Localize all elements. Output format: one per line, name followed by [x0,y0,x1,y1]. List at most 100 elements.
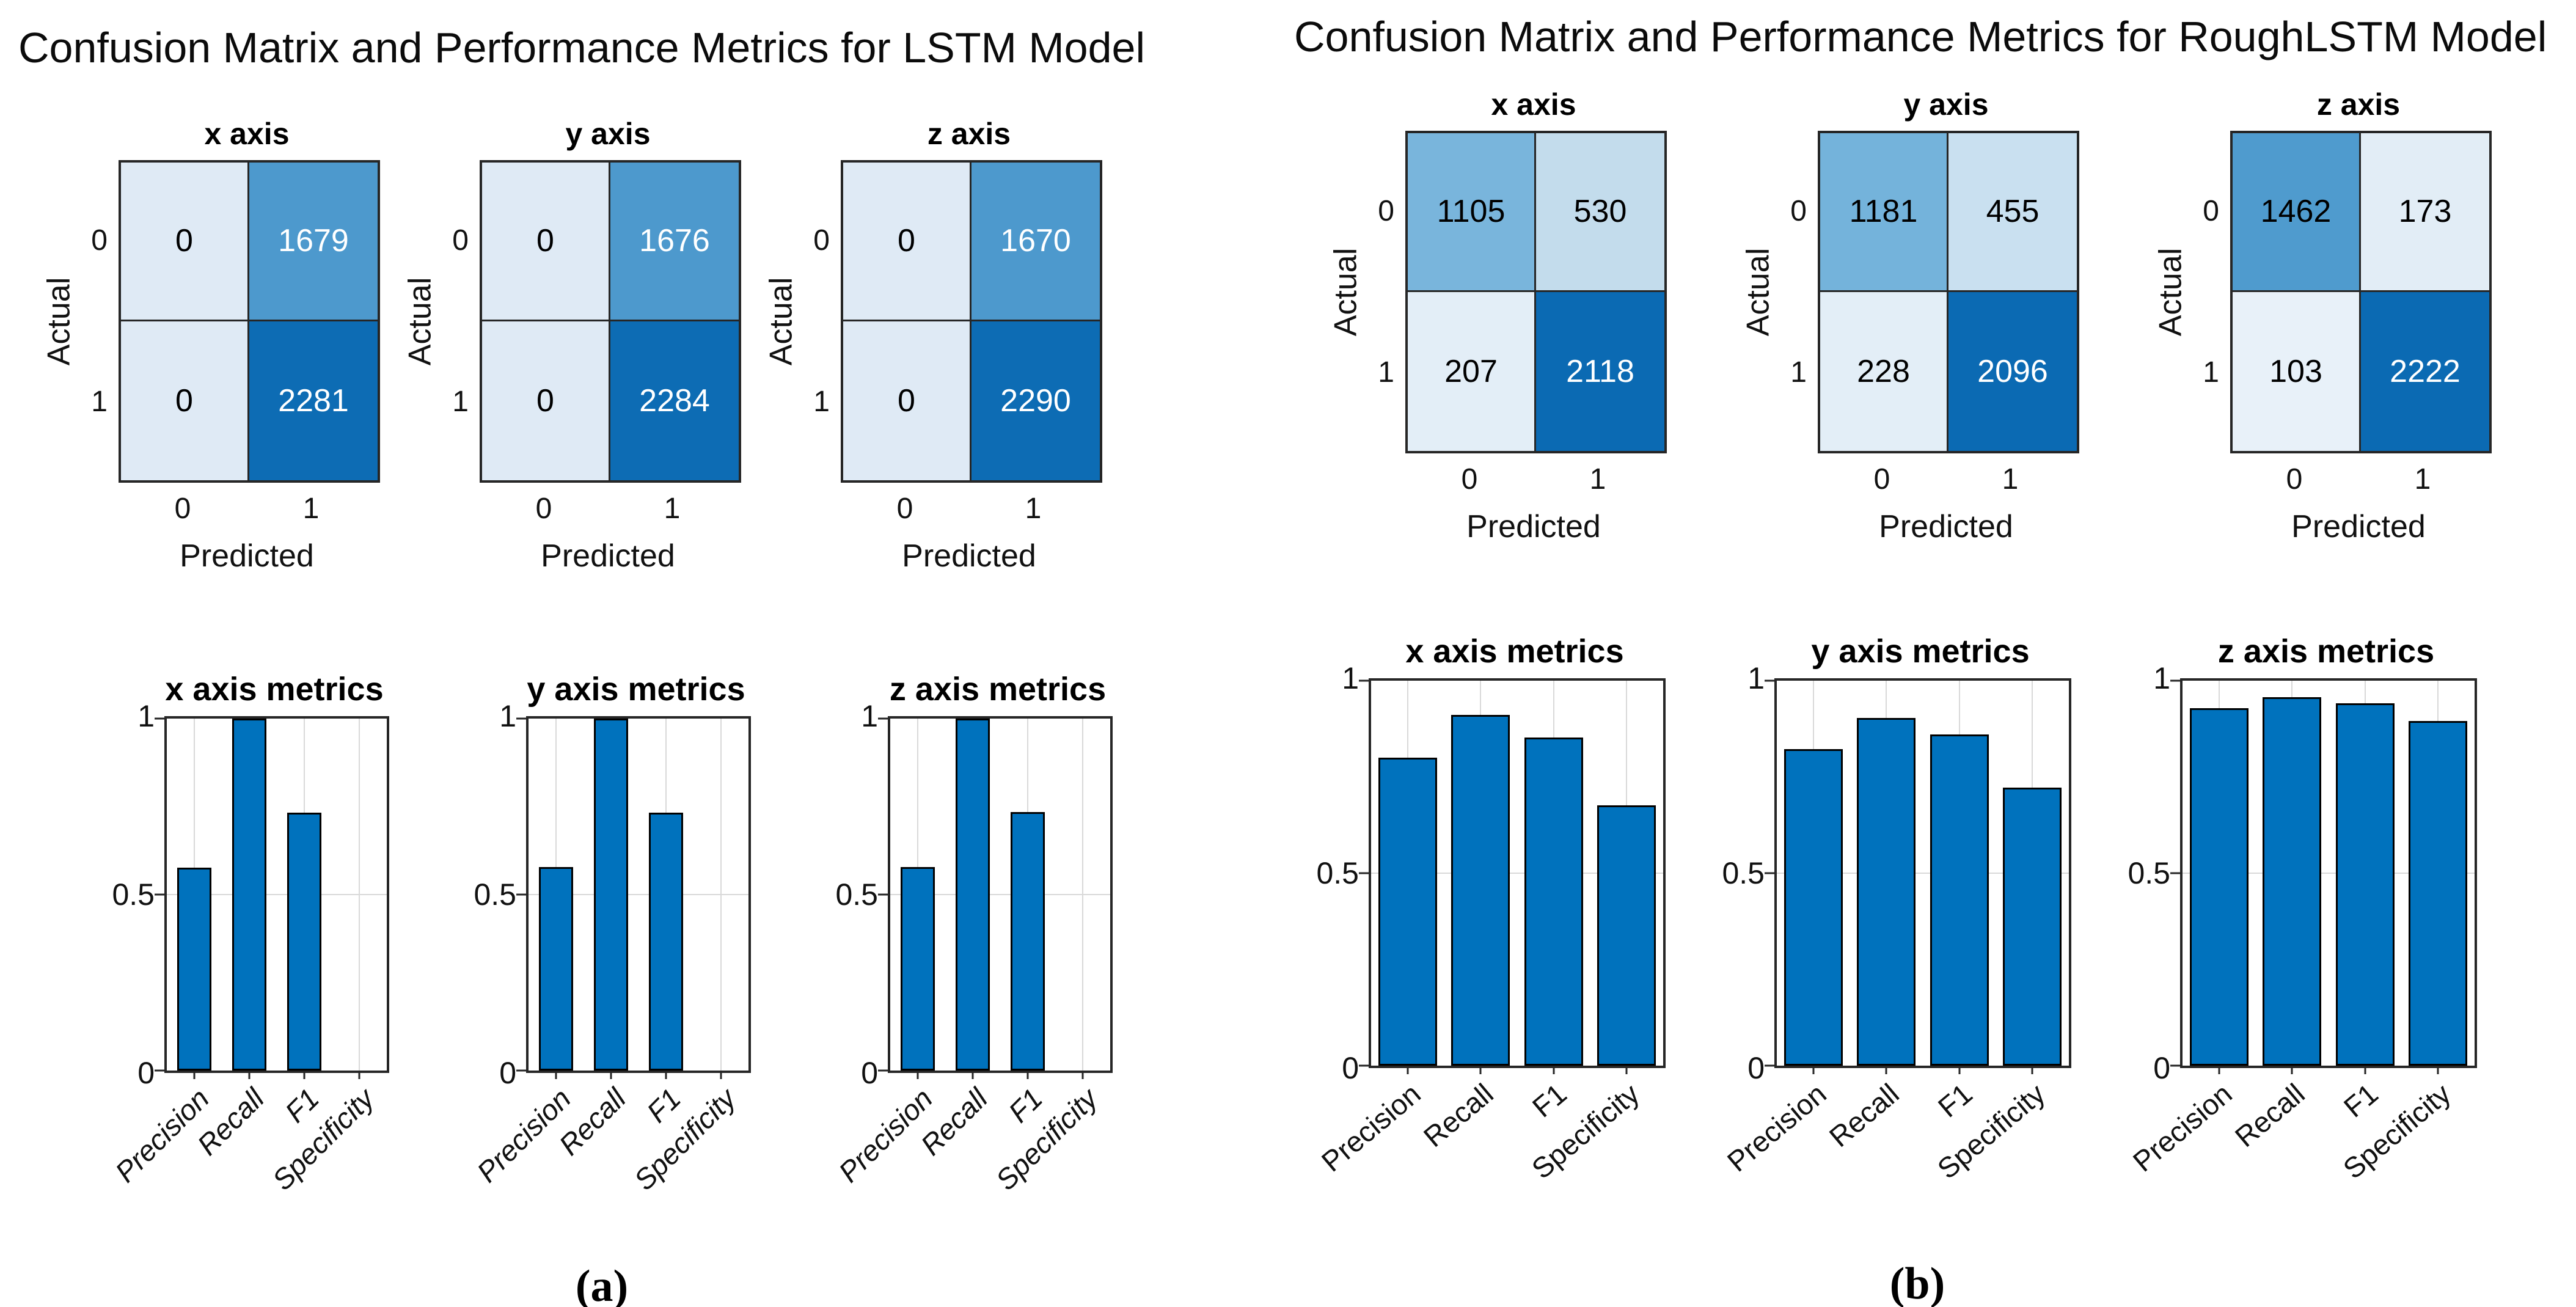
row-tick-label: 1 [813,386,830,418]
chart-y-tick-labels: 0 0.5 1 [1314,661,1369,1085]
bar-f1 [1930,734,1989,1066]
cm-cell: 0 [843,162,971,321]
x-axis-tick [971,1070,974,1079]
horizontal-gridline [1777,872,2069,874]
bar-specificity [1597,805,1656,1066]
cm-cell: 0 [482,321,610,480]
x-axis-tick [1553,1065,1555,1074]
matrix-title: z axis [2316,87,2401,122]
cm-cell: 173 [2361,133,2489,292]
x-axis-tick [720,1070,722,1079]
confusion-matrix-cm-a-z: z axis Actual 0 1 0 1670 0 2290 0 1 Predicted [763,108,1102,574]
bar-f1 [649,812,683,1071]
col-tick-label: 0 [535,492,552,525]
y-tick-label: 0 [137,1055,155,1090]
x-axis-tick [1407,1065,1409,1074]
bar-recall [2263,697,2322,1066]
confusion-matrix-cm-a-y: y axis Actual 0 1 0 1676 0 2284 0 1 Predicted [401,108,741,574]
chart-x-tick-labels: Precision Recall F1 Specificity [109,1073,384,1223]
x-axis-tick [610,1070,612,1079]
bar-precision [539,867,573,1071]
bar-recall [232,718,266,1071]
caption-a: (a) [575,1261,629,1307]
matrix-cells: 1181 455 228 2096 [1818,130,2079,453]
cm-cell: 2118 [1536,291,1664,451]
matrix-y-axis-label: Actual [1327,131,1364,453]
horizontal-gridline [890,893,1110,895]
cm-cell: 2222 [2361,291,2489,451]
cm-cell: 530 [1536,133,1664,292]
matrix-x-axis-label: Predicted [902,538,1036,574]
x-tick-label: F1 [1526,1077,1573,1124]
confusion-matrix-cm-b-x: x axis Actual 0 1 1105 530 207 2118 0 1 Predicted [1327,79,1667,545]
confusion-matrix-cm-b-y: y axis Actual 0 1 1181 455 228 2096 0 1 Predicted [1740,79,2079,545]
charts-row-a: x axis metrics 0 0.5 1 Precision Recall F1 Spec… [109,662,1113,1223]
chart-plot-area [1765,678,2071,1074]
actual-label-text: Actual [1328,247,1363,336]
chart-x-tick-labels: Precision Recall F1 Specificity [1315,1068,1661,1218]
chart-y-tick-labels: 0 0.5 1 [2125,661,2180,1085]
row-tick-label: 1 [1378,356,1394,389]
actual-label-text: Actual [1740,247,1776,336]
x-axis-tick [917,1070,919,1079]
actual-label-text: Actual [402,277,437,365]
cm-cell: 2284 [610,321,739,480]
cm-cell: 2281 [249,321,378,480]
y-tick-label: 1 [1342,661,1359,695]
charts-row-b: x axis metrics 0 0.5 1 Precision Recall F1 Spec… [1314,624,2477,1218]
bar-f1 [1011,812,1045,1071]
chart-x-tick-labels: Precision Recall F1 Specificity [1721,1068,2066,1218]
matrix-y-axis-label: Actual [2152,131,2189,453]
chart-y-tick-labels: 0 0.5 1 [471,699,526,1090]
bar-chart-bar-b-x: x axis metrics 0 0.5 1 Precision Recall F1 Spec… [1314,624,1666,1218]
col-tick-label: 1 [664,492,681,525]
x-axis-tick [303,1070,306,1079]
bar-recall [1857,718,1916,1066]
x-tick-label: Precision [2126,1077,2238,1178]
x-axis-tick [248,1070,251,1079]
y-axis-tick [1359,872,1369,874]
chart-y-tick-labels: 0 0.5 1 [833,699,888,1090]
chart-canvas: 0 0.5 1 [109,699,389,1090]
y-axis-tick [878,717,888,719]
y-tick-label: 0.5 [2128,855,2170,890]
matrix-cells: 1462 173 103 2222 [2230,130,2492,453]
matrix-y-axis-label: Actual [40,160,77,483]
col-tick-label: 1 [302,492,320,525]
cm-cell: 103 [2233,291,2361,451]
col-tick-label: 1 [1025,492,1042,525]
chart-plot-area [1359,678,1666,1074]
cm-cell: 1105 [1408,133,1536,292]
cm-cell: 228 [1820,291,1948,451]
confusion-matrix-cm-b-z: z axis Actual 0 1 1462 173 103 2222 0 1 Predicted [2152,79,2492,545]
y-axis-tick [878,893,888,895]
row-tick-label: 1 [1790,356,1807,389]
matrix-body: Actual 0 1 0 1670 0 2290 [763,159,1102,483]
matrix-cells: 0 1679 0 2281 [119,159,380,483]
cm-cell: 1181 [1820,133,1948,292]
bar-recall [956,718,990,1071]
horizontal-gridline [529,893,748,895]
bar-recall [594,718,628,1071]
x-axis-tick [1625,1065,1628,1074]
bar-precision [2189,708,2249,1066]
row-tick-label: 0 [813,224,830,257]
matrix-x-axis-label: Predicted [541,538,675,574]
matrix-cells: 1105 530 207 2118 [1405,130,1667,453]
x-axis-tick [1026,1070,1029,1079]
x-axis-tick [193,1070,196,1079]
cm-cell: 1679 [249,162,378,321]
bar-precision [1378,757,1437,1066]
matrices-row-a: x axis Actual 0 1 0 1679 0 2281 0 1 Predicted y axi… [40,108,1102,574]
chart-canvas: 0 0.5 1 [1314,661,1666,1085]
x-axis-tick [2031,1065,2033,1074]
y-axis-tick [1359,679,1369,681]
y-axis-tick [155,893,164,895]
bar-specificity [2003,787,2062,1066]
